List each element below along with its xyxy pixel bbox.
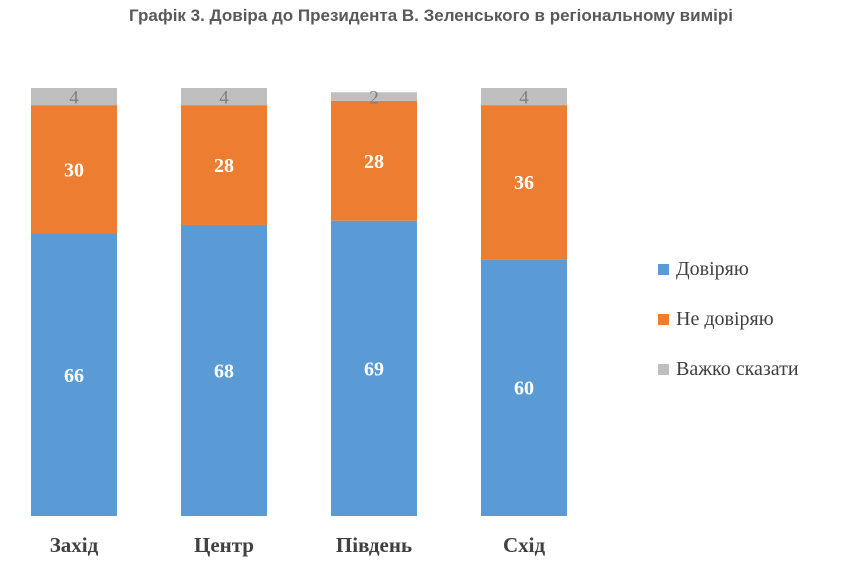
bar-undecided-1: [181, 88, 267, 106]
category-label-2: Південь: [336, 533, 412, 557]
legend-swatch-distrust: [658, 313, 669, 325]
legend-label-trust: Довіряю: [676, 257, 749, 280]
legend: Довіряю Не довіряю Важко сказати: [658, 244, 799, 394]
legend-item-trust: Довіряю: [658, 244, 799, 294]
data-label-undecided-0: 4: [69, 88, 79, 109]
legend-swatch-undecided: [658, 363, 669, 375]
legend-label-distrust: Не довіряю: [676, 307, 774, 330]
data-label-distrust-0: 30: [64, 159, 84, 181]
category-label-1: Центр: [194, 533, 254, 557]
bar-trust-3: [481, 259, 567, 516]
legend-label-undecided: Важко сказати: [676, 357, 799, 380]
bar-trust-2: [331, 220, 417, 516]
data-label-trust-1: 68: [214, 360, 234, 382]
data-label-undecided-2: 2: [369, 88, 379, 109]
data-label-distrust-3: 36: [514, 172, 534, 194]
category-label-3: Схід: [503, 533, 546, 557]
bar-undecided-0: [31, 88, 117, 106]
data-label-distrust-1: 28: [214, 155, 234, 177]
chart-title: Графік 3. Довіра до Президента В. Зеленс…: [129, 6, 733, 25]
bar-distrust-3: [481, 105, 567, 260]
bar-distrust-2: [331, 100, 417, 221]
bar-trust-0: [31, 233, 117, 516]
bar-undecided-3: [481, 88, 567, 106]
data-label-trust-0: 66: [64, 365, 84, 387]
bar-distrust-1: [181, 105, 267, 225]
bar-distrust-0: [31, 105, 117, 234]
bar-trust-1: [181, 224, 267, 516]
data-label-trust-2: 69: [364, 358, 384, 380]
data-label-undecided-1: 4: [219, 88, 229, 109]
data-label-undecided-3: 4: [519, 88, 529, 109]
legend-item-undecided: Важко сказати: [658, 344, 799, 394]
bar-undecided-2: [331, 92, 417, 101]
legend-item-distrust: Не довіряю: [658, 294, 799, 344]
data-label-trust-3: 60: [514, 378, 534, 400]
data-label-distrust-2: 28: [364, 151, 384, 173]
legend-swatch-trust: [658, 263, 669, 275]
category-label-0: Захід: [50, 533, 99, 557]
